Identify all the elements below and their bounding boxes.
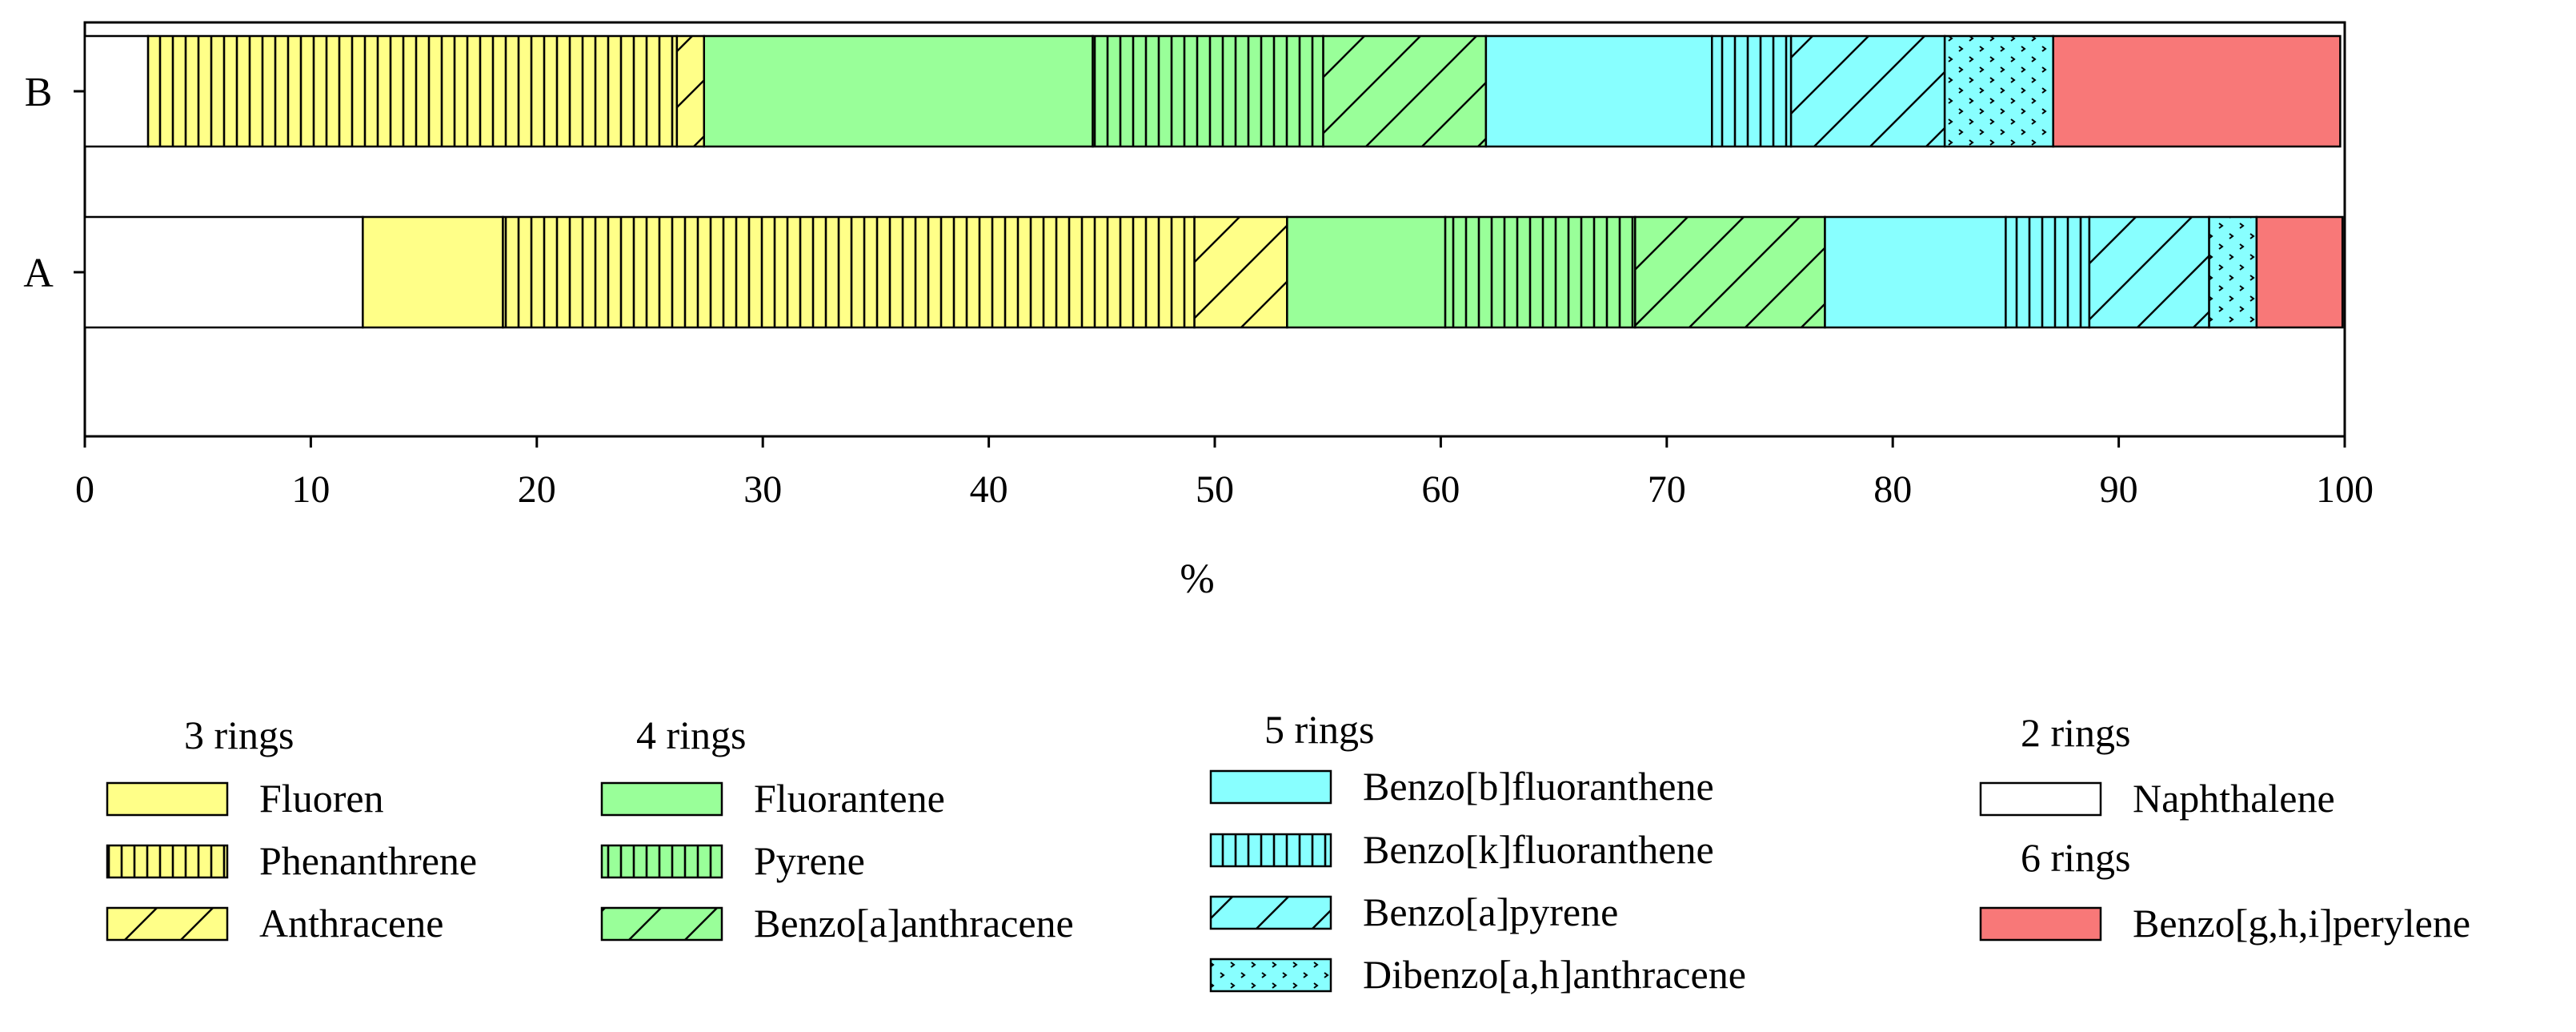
legend-swatch <box>600 906 723 942</box>
x-tick-label: 30 <box>743 468 782 511</box>
legend-swatch <box>106 906 229 942</box>
bar-a-benzo-k-fluoranthene <box>2005 215 2091 329</box>
x-axis-title: % <box>1180 556 1214 602</box>
bar-a-pyrene <box>1444 215 1637 329</box>
category-labels: BA <box>23 70 85 296</box>
bar-b-benzo-a-anthracene <box>1322 34 1488 148</box>
bar-b-phenanthrene <box>146 34 679 148</box>
bar-a-benzo-b-fluoranthene <box>1824 215 2007 329</box>
category-label-b: B <box>25 70 53 115</box>
bar-b-naphthalene <box>83 34 150 148</box>
legend-item-fluoren: Fluoren <box>106 776 384 821</box>
legend-item-fluorantene: Fluorantene <box>600 776 945 821</box>
legend-item-benzo-g-h-i-perylene: Benzo[g,h,i]perylene <box>1979 901 2470 946</box>
legend-label: Benzo[a]anthracene <box>754 901 1074 946</box>
legend-label: Fluoren <box>259 776 384 821</box>
bar-a-benzo-a-pyrene <box>2088 215 2210 329</box>
legend-item-dibenzo-a-h-anthracene: Dibenzo[a,h]anthracene <box>1209 952 1746 997</box>
legend: 3 rings Fluoren Phenanthrene Anthracene 4 ri… <box>106 707 2470 997</box>
legend-swatch <box>106 781 229 817</box>
legend-item-phenanthrene: Phenanthrene <box>106 838 477 883</box>
x-tick-label: 70 <box>1648 468 1686 511</box>
legend-label: Dibenzo[a,h]anthracene <box>1363 952 1746 997</box>
legend-item-benzo-a-anthracene: Benzo[a]anthracene <box>600 901 1074 946</box>
x-axis: 0 10 20 30 40 50 60 70 80 90 100 <box>75 436 2374 511</box>
x-tick-label: 10 <box>291 468 330 511</box>
bar-a-benzo-g-h-i-perylene <box>2255 215 2344 329</box>
legend-item-pyrene: Pyrene <box>600 838 865 883</box>
legend-label: Benzo[a]pyrene <box>1363 889 1618 934</box>
bar-a-fluoren <box>362 215 504 329</box>
legend-label: Naphthalene <box>2133 776 2335 821</box>
legend-swatch <box>1979 906 2102 942</box>
legend-swatch <box>600 781 723 817</box>
legend-group-title-3-rings: 3 rings <box>184 713 294 757</box>
bar-a-fluorantene <box>1286 215 1447 329</box>
x-tick-label: 50 <box>1196 468 1234 511</box>
x-tick-label: 0 <box>75 468 94 511</box>
legend-label: Phenanthrene <box>259 838 477 883</box>
legend-group-title-2-rings: 2 rings <box>2021 710 2131 755</box>
x-tick-label: 60 <box>1421 468 1460 511</box>
bar-a-benzo-a-anthracene <box>1634 215 1826 329</box>
legend-label: Fluorantene <box>754 776 945 821</box>
legend-label: Benzo[g,h,i]perylene <box>2133 901 2470 946</box>
bars-layer <box>83 34 2344 329</box>
legend-swatch <box>1209 958 1332 993</box>
legend-label: Benzo[k]fluoranthene <box>1363 827 1714 872</box>
bar-a-phenanthrene <box>502 215 1196 329</box>
bar-b-dibenzo-a-h-anthracene <box>1943 34 2054 148</box>
legend-swatch <box>106 844 229 879</box>
bar-a-dibenzo-a-h-anthracene <box>2208 215 2258 329</box>
legend-item-naphthalene: Naphthalene <box>1979 776 2335 821</box>
x-tick-label: 20 <box>518 468 556 511</box>
bar-a-naphthalene <box>83 215 364 329</box>
x-tick-label: 80 <box>1873 468 1912 511</box>
legend-group-title-4-rings: 4 rings <box>636 713 747 757</box>
legend-label: Anthracene <box>259 901 443 946</box>
bar-b-benzo-g-h-i-perylene <box>2052 34 2342 148</box>
bar-b-benzo-a-pyrene <box>1789 34 1946 148</box>
legend-item-benzo-b-fluoranthene: Benzo[b]fluoranthene <box>1209 764 1714 809</box>
x-tick-label: 100 <box>2316 468 2374 511</box>
bar-b-anthracene <box>675 34 706 148</box>
x-tick-label: 40 <box>970 468 1008 511</box>
legend-swatch <box>600 844 723 879</box>
legend-item-benzo-a-pyrene: Benzo[a]pyrene <box>1209 889 1618 934</box>
legend-swatch <box>1979 781 2102 817</box>
legend-swatch <box>1209 833 1332 868</box>
category-label-a: A <box>23 251 54 296</box>
legend-swatch <box>1209 895 1332 930</box>
legend-item-anthracene: Anthracene <box>106 901 443 946</box>
legend-item-benzo-k-fluoranthene: Benzo[k]fluoranthene <box>1209 827 1714 872</box>
bar-b-pyrene <box>1092 34 1324 148</box>
legend-label: Pyrene <box>754 838 865 883</box>
x-tick-label: 90 <box>2100 468 2138 511</box>
legend-label: Benzo[b]fluoranthene <box>1363 764 1714 809</box>
legend-group-title-5-rings: 5 rings <box>1264 707 1375 752</box>
bar-b-benzo-k-fluoranthene <box>1711 34 1793 148</box>
bar-a-anthracene <box>1193 215 1288 329</box>
bar-b-benzo-b-fluoranthene <box>1484 34 1713 148</box>
legend-swatch <box>1209 769 1332 805</box>
bar-b-fluorantene <box>703 34 1094 148</box>
legend-group-title-6-rings: 6 rings <box>2021 835 2131 880</box>
